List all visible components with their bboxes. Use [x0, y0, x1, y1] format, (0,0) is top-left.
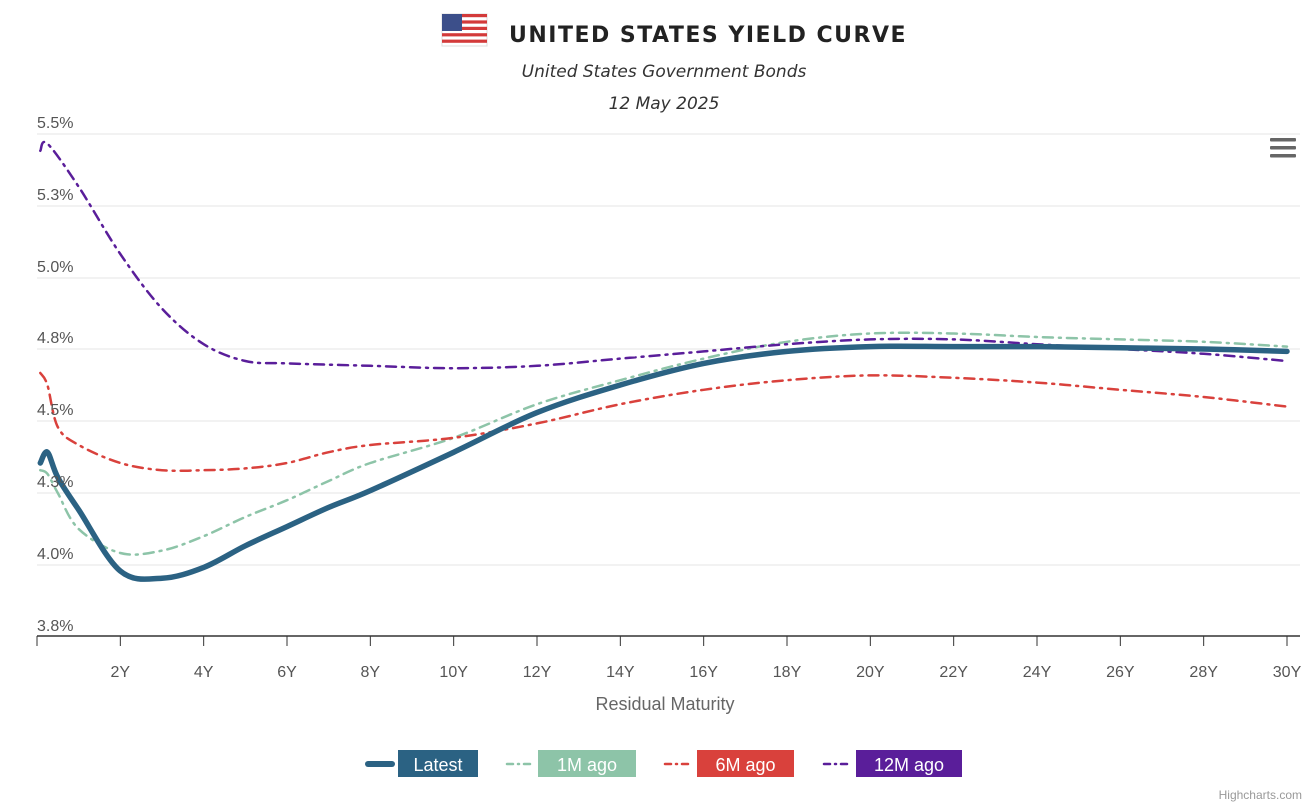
legend-label: 6M ago: [715, 755, 775, 775]
legend-label-box: [856, 750, 962, 777]
x-tick-label: 6Y: [277, 664, 297, 681]
legend-item-latest[interactable]: Latest: [365, 750, 478, 777]
legend-label: Latest: [413, 755, 462, 775]
chart-title: UNITED STATES YIELD CURVE: [509, 23, 907, 48]
hamburger-menu-icon: [1270, 138, 1296, 158]
x-tick-label: 18Y: [773, 664, 802, 681]
legend-label-box: [538, 750, 636, 777]
chart-date: 12 May 2025: [609, 94, 720, 114]
credits-link[interactable]: Highcharts.com: [1219, 788, 1302, 802]
x-tick-label: 28Y: [1189, 664, 1218, 681]
legend-item-1m-ago[interactable]: 1M ago: [505, 750, 636, 777]
series-latest-line[interactable]: [37, 343, 1290, 582]
x-tick-label: 26Y: [1106, 664, 1135, 681]
series-1m-ago-line[interactable]: [39, 331, 1289, 556]
series-6m-ago-line[interactable]: [39, 371, 1289, 473]
y-axis-labels: 3.8% 4.0% 4.3% 4.5% 4.8% 5.0% 5.3% 5.5%: [37, 115, 73, 635]
us-flag-icon: [441, 13, 488, 47]
x-tick-label: 14Y: [606, 664, 635, 681]
y-tick-label: 4.8%: [37, 330, 73, 347]
legend-label: 12M ago: [874, 755, 944, 775]
x-tick-label: 8Y: [361, 664, 381, 681]
x-tick-label: 16Y: [689, 664, 718, 681]
legend: Latest 1M ago 6M ago 12M ago: [365, 750, 962, 777]
legend-item-6m-ago[interactable]: 6M ago: [663, 750, 794, 777]
legend-label: 1M ago: [557, 755, 617, 775]
y-tick-label: 4.3%: [37, 474, 73, 491]
y-tick-label: 4.0%: [37, 546, 73, 563]
x-axis-title: Residual Maturity: [595, 694, 734, 714]
series-lines: [37, 140, 1290, 582]
x-tick-label: 2Y: [111, 664, 131, 681]
chart-subtitle: United States Government Bonds: [522, 62, 807, 82]
series-12m-ago-line[interactable]: [39, 140, 1289, 370]
legend-item-12m-ago[interactable]: 12M ago: [822, 750, 962, 777]
y-tick-label: 5.3%: [37, 187, 73, 204]
x-tick-label: 12Y: [523, 664, 552, 681]
y-tick-label: 3.8%: [37, 618, 73, 635]
y-tick-label: 4.5%: [37, 402, 73, 419]
chart-menu-button[interactable]: [1262, 132, 1302, 164]
x-axis-labels: 2Y 4Y 6Y 8Y 10Y 12Y 14Y 16Y 18Y 20Y 22Y 24Y 26Y 28Y 30…: [111, 664, 1302, 681]
x-tick-label: 24Y: [1023, 664, 1052, 681]
x-tick-label: 22Y: [939, 664, 968, 681]
x-tick-label: 30Y: [1273, 664, 1302, 681]
x-axis: [36, 635, 1300, 646]
legend-label-box: [398, 750, 478, 777]
legend-label-box: [697, 750, 794, 777]
y-tick-label: 5.0%: [37, 259, 73, 276]
x-tick-label: 10Y: [439, 664, 468, 681]
y-tick-label: 5.5%: [37, 115, 73, 132]
x-tick-label: 20Y: [856, 664, 885, 681]
x-tick-label: 4Y: [194, 664, 214, 681]
grid-lines: [37, 133, 1300, 566]
